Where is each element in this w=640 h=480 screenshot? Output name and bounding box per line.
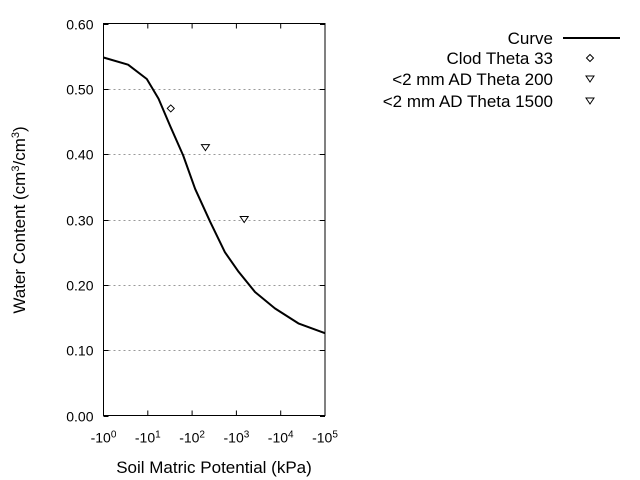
plot-area [103, 23, 326, 416]
diamond-marker [585, 53, 595, 63]
triangle-down-marker [585, 75, 595, 83]
y-tick-label: 0.10 [66, 343, 93, 359]
triangle-down-marker [200, 144, 211, 152]
curve-line [103, 56, 326, 335]
legend-label: <2 mm AD Theta 1500 [383, 92, 553, 111]
x-tick-label: -103 [224, 429, 250, 446]
legend-label: Clod Theta 33 [447, 49, 553, 68]
y-tick-label: 0.40 [66, 147, 93, 163]
triangle-down-marker [239, 216, 250, 224]
y-tick-label: 0.30 [66, 213, 93, 229]
y-tick-label: 0.20 [66, 278, 93, 294]
triangle-down-marker [585, 97, 595, 105]
x-tick-label: -104 [268, 429, 294, 446]
data-marks [103, 56, 326, 335]
y-tick-label: 0.00 [66, 409, 93, 425]
x-axis-label: Soil Matric Potential (kPa) [116, 458, 312, 477]
x-tick-label: -102 [179, 429, 205, 446]
y-tick-label: 0.60 [66, 17, 93, 33]
grid-lines [103, 89, 325, 351]
diamond-marker [166, 104, 175, 113]
legend-label: Curve [508, 29, 553, 48]
axis-ticks: 0.00 0.10 0.20 0.30 0.40 0.50 0.60 -100 -101 -102… [66, 17, 338, 446]
x-tick-label: -101 [135, 429, 161, 446]
y-axis-label: Water Content (cm3/cm3) [10, 126, 29, 313]
y-tick-label: 0.50 [66, 82, 93, 98]
x-tick-label: -100 [91, 429, 117, 446]
legend-label: <2 mm AD Theta 200 [392, 70, 553, 89]
x-tick-label: -105 [312, 429, 338, 446]
